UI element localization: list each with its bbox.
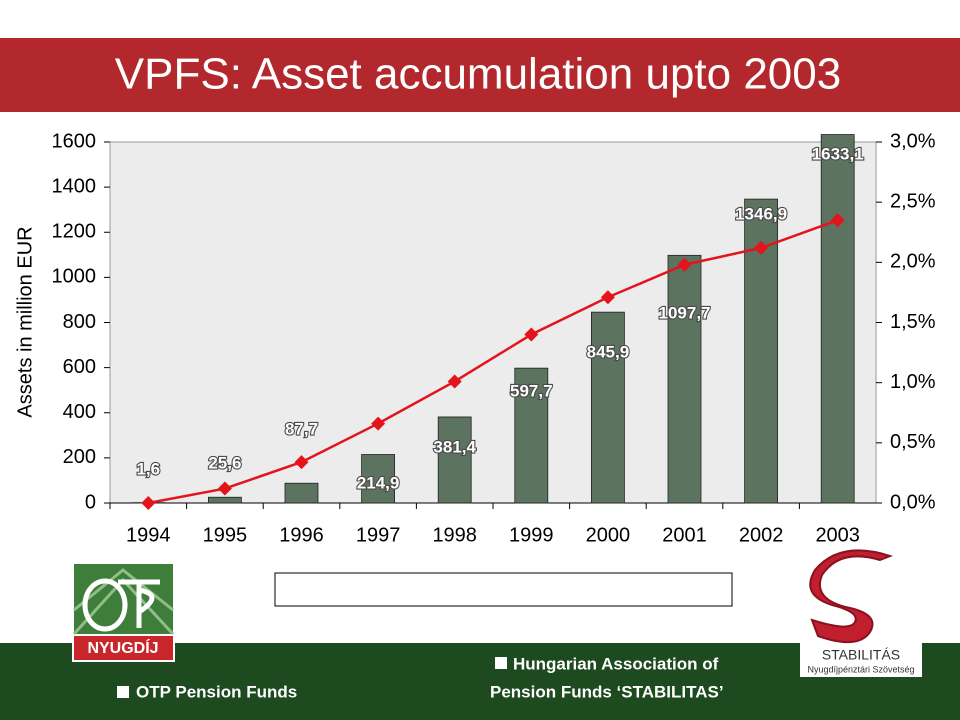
y-tick-label: 1200 [52, 221, 97, 243]
y2-tick-label: 2,5% [890, 190, 936, 212]
legend [274, 572, 733, 607]
y-tick-label: 400 [63, 401, 96, 423]
y-tick-label: 1400 [52, 175, 97, 197]
y-tick-label: 1600 [52, 130, 97, 152]
x-tick-label: 1995 [203, 524, 248, 546]
data-label: 1633,1 [812, 144, 864, 163]
y2-tick-label: 2,0% [890, 251, 936, 273]
logo-sub: Nyugdíjpénztári Szövetség [807, 664, 914, 674]
logo-o [82, 578, 128, 632]
bullet [117, 686, 129, 698]
y-tick-label: 200 [63, 446, 96, 468]
data-label: 381,4 [433, 437, 476, 456]
data-label: 1346,9 [735, 204, 787, 223]
logo-s [809, 549, 893, 643]
marker [600, 290, 615, 305]
bullet [495, 657, 507, 669]
footer-text: Pension Funds ‘STABILITAS’ [490, 682, 724, 701]
y-tick-label: 800 [63, 311, 96, 333]
x-tick-label: 1998 [432, 524, 477, 546]
logo-name: STABILITÁS [822, 647, 900, 663]
data-label: 1097,7 [659, 303, 711, 322]
line [148, 219, 839, 505]
y-tick-label: 600 [63, 356, 96, 378]
data-label: 214,9 [357, 473, 400, 492]
bar [820, 134, 855, 504]
bar [284, 482, 319, 504]
logo-label: NYUGDÍJ [87, 638, 158, 657]
bar [667, 254, 702, 504]
bar [437, 416, 472, 504]
data-label: 845,9 [587, 342, 630, 361]
logo-tp [118, 579, 160, 628]
x-tick-label: 2003 [815, 524, 860, 546]
data-label: 597,7 [510, 381, 553, 400]
y-axis-title: Assets in million EUR [14, 226, 36, 417]
y2-tick-label: 0,0% [890, 491, 936, 513]
marker [141, 496, 156, 510]
x-tick-label: 1997 [356, 524, 401, 546]
data-label: 25,6 [208, 453, 241, 472]
bar [361, 454, 396, 504]
y2-tick-label: 3,0% [890, 130, 936, 152]
logo-label-bg [74, 636, 173, 660]
y2-tick-label: 0,5% [890, 431, 936, 453]
marker [830, 213, 845, 228]
title-banner [0, 38, 960, 112]
bar [591, 311, 625, 504]
y2-tick-label: 1,5% [890, 311, 936, 333]
marker [371, 416, 386, 431]
marker [447, 374, 462, 389]
x-tick-label: 1994 [126, 524, 171, 546]
x-tick-label: 2000 [586, 524, 631, 546]
otp-logo: NYUGDÍJ [72, 562, 175, 662]
y-tick-label: 1000 [52, 266, 97, 288]
data-label: 87,7 [285, 419, 318, 438]
x-tick-label: 2001 [662, 524, 707, 546]
stabilitas-logo: STABILITÁS Nyugdíjpénztári Szövetség [800, 549, 922, 677]
y-tick-label: 0 [85, 491, 96, 513]
marker [294, 455, 309, 470]
x-tick-label: 2002 [739, 524, 784, 546]
footer-text: Hungarian Association of [513, 654, 719, 673]
data-label: 1,6 [136, 459, 160, 478]
marker [754, 240, 769, 255]
bar [207, 496, 242, 504]
x-tick-label: 1996 [279, 524, 324, 546]
y2-tick-label: 1,0% [890, 371, 936, 393]
marker [677, 257, 692, 272]
x-tick-label: 1999 [509, 524, 554, 546]
bar [514, 367, 549, 504]
slide-title: VPFS: Asset accumulation upto 2003 [115, 50, 841, 99]
footer-text: OTP Pension Funds [136, 682, 297, 701]
marker [217, 481, 232, 496]
marker [524, 327, 539, 342]
